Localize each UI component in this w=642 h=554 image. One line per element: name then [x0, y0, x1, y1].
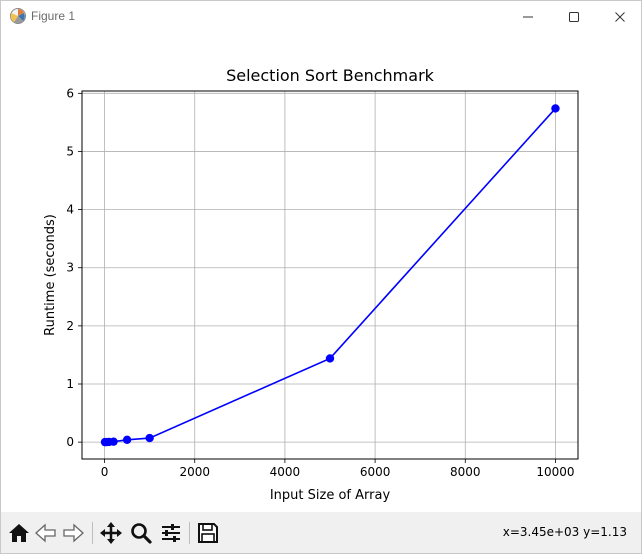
- y-tick-label: 3: [66, 261, 74, 275]
- zoom-button[interactable]: [128, 520, 154, 546]
- back-button[interactable]: [33, 520, 59, 546]
- toolbar-separator: [189, 522, 190, 544]
- series-line: [104, 107, 557, 443]
- maximize-icon: [569, 11, 579, 22]
- x-axis-label: Input Size of Array: [270, 488, 391, 503]
- close-icon: [615, 11, 625, 22]
- data-point-marker: [325, 354, 335, 363]
- title-bar: Figure 1: [1, 1, 641, 32]
- matplotlib-app-icon: [9, 7, 27, 25]
- x-tick-label: 0: [101, 465, 109, 479]
- toolbar-separator: [92, 522, 93, 544]
- axes-frame: [81, 90, 579, 460]
- chart: 0 2000 4000 6000 8000 10000 0 1 2 3 4 5 6 Selection …: [43, 66, 579, 503]
- y-tick-label: 2: [66, 319, 74, 333]
- minimize-button[interactable]: [505, 1, 551, 32]
- figure-canvas[interactable]: 0 2000 4000 6000 8000 10000 0 1 2 3 4 5 6 Selection …: [1, 32, 641, 512]
- configure-icon: [162, 524, 180, 542]
- y-axis-label: Runtime (seconds): [43, 214, 58, 336]
- save-icon: [198, 523, 218, 543]
- x-tick-label: 4000: [270, 465, 301, 479]
- y-tick-label: 6: [66, 86, 74, 100]
- data-point-marker: [122, 435, 132, 445]
- home-icon: [9, 524, 29, 542]
- navigation-toolbar: x=3.45e+03 y=1.13: [1, 512, 641, 553]
- configure-subplots-button[interactable]: [158, 520, 184, 546]
- y-tick-label: 0: [66, 435, 74, 449]
- x-tick-label: 2000: [179, 465, 210, 479]
- maximize-button[interactable]: [551, 1, 597, 32]
- x-tick-label: 6000: [360, 465, 391, 479]
- save-button[interactable]: [195, 520, 221, 546]
- window-title: Figure 1: [31, 9, 76, 23]
- cursor-coordinates: x=3.45e+03 y=1.13: [502, 525, 627, 539]
- minimize-icon: [523, 16, 533, 17]
- x-tick-label: 10000: [536, 465, 574, 479]
- data-series: [100, 104, 560, 447]
- pan-button[interactable]: [98, 520, 124, 546]
- close-button[interactable]: [597, 1, 642, 32]
- forward-icon: [63, 523, 84, 543]
- y-tick-label: 4: [66, 203, 74, 217]
- data-point-marker: [109, 437, 118, 446]
- zoom-icon: [131, 523, 152, 544]
- chart-title: Selection Sort Benchmark: [226, 66, 435, 85]
- home-button[interactable]: [6, 520, 32, 546]
- data-point-marker: [145, 433, 154, 443]
- grid: [82, 91, 578, 459]
- data-point-marker: [551, 104, 560, 113]
- y-tick-label: 1: [66, 377, 74, 391]
- forward-button[interactable]: [60, 520, 86, 546]
- back-icon: [35, 523, 56, 543]
- x-tick-label: 8000: [450, 465, 481, 479]
- y-tick-label: 5: [66, 144, 74, 158]
- pan-icon: [100, 522, 122, 544]
- ticks: 0 2000 4000 6000 8000 10000 0 1 2 3 4 5 6: [66, 86, 574, 479]
